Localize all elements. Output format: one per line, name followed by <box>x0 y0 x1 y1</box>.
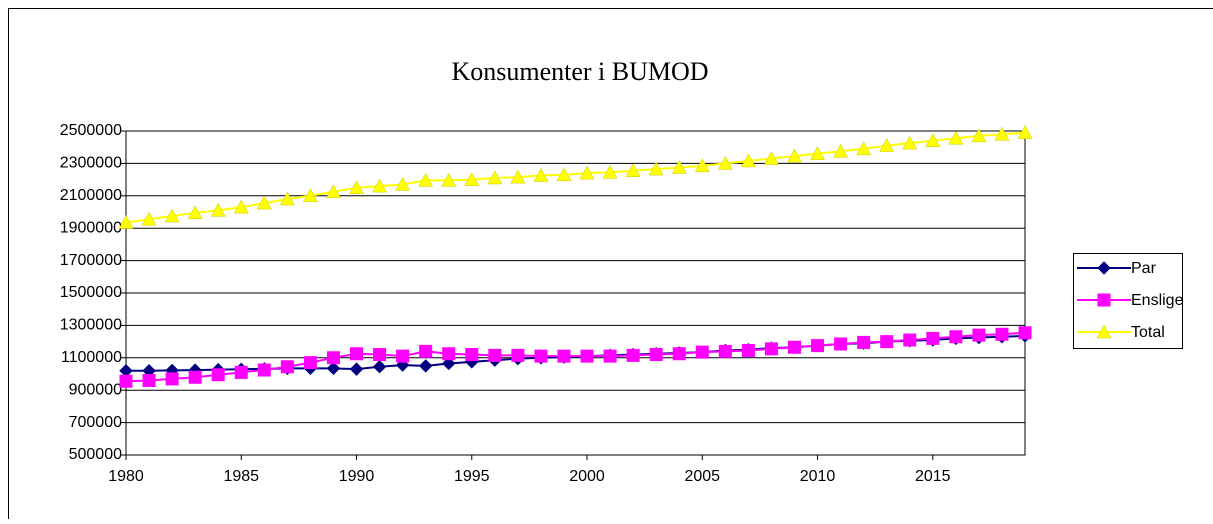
data-point <box>765 343 777 355</box>
data-point <box>904 334 916 346</box>
chart-title: Konsumenter i BUMOD <box>451 57 708 86</box>
data-point <box>143 374 155 386</box>
data-point <box>719 345 731 357</box>
data-point <box>1019 327 1031 339</box>
legend-marker <box>1098 294 1110 306</box>
x-tick-label: 1995 <box>454 468 490 485</box>
data-point <box>858 336 870 348</box>
data-point <box>351 348 363 360</box>
x-tick-label: 2010 <box>800 468 836 485</box>
data-point <box>281 361 293 373</box>
x-tick-label: 2015 <box>915 468 951 485</box>
data-point <box>351 363 363 375</box>
y-tick-label: 1900000 <box>60 219 122 236</box>
y-tick-label: 900000 <box>69 381 122 398</box>
data-point <box>235 366 247 378</box>
legend-label: Total <box>1131 324 1165 341</box>
data-point <box>535 350 547 362</box>
y-tick-label: 1500000 <box>60 284 122 301</box>
data-point <box>489 349 501 361</box>
y-tick-label: 1700000 <box>60 252 122 269</box>
data-point <box>696 346 708 358</box>
data-point <box>466 349 478 361</box>
data-point <box>512 349 524 361</box>
data-point <box>212 369 224 381</box>
data-point <box>835 338 847 350</box>
data-point <box>166 373 178 385</box>
data-point <box>374 349 386 361</box>
data-point <box>927 332 939 344</box>
x-tick-label: 1990 <box>339 468 375 485</box>
x-tick-label: 2000 <box>569 468 605 485</box>
data-point <box>258 364 270 376</box>
data-point <box>950 331 962 343</box>
data-point <box>627 349 639 361</box>
data-point <box>812 340 824 352</box>
x-tick-label: 1980 <box>108 468 144 485</box>
data-point <box>742 345 754 357</box>
y-tick-label: 1100000 <box>61 349 122 366</box>
data-point <box>397 350 409 362</box>
data-point <box>304 357 316 369</box>
data-point <box>374 361 386 373</box>
data-point <box>673 348 685 360</box>
x-tick-label: 1985 <box>223 468 259 485</box>
legend-label: Enslige <box>1131 292 1184 309</box>
y-tick-label: 2300000 <box>60 155 122 172</box>
data-point <box>558 350 570 362</box>
y-tick-label: 500000 <box>69 446 122 463</box>
data-point <box>443 348 455 360</box>
data-point <box>973 329 985 341</box>
data-point <box>120 375 132 387</box>
data-point <box>581 350 593 362</box>
y-tick-label: 700000 <box>69 414 122 431</box>
data-point <box>420 345 432 357</box>
y-tick-label: 2100000 <box>60 187 122 204</box>
y-tick-label: 1300000 <box>60 317 122 334</box>
data-point <box>881 336 893 348</box>
data-point <box>189 371 201 383</box>
data-point <box>996 328 1008 340</box>
y-tick-label: 2500000 <box>60 122 122 139</box>
data-point <box>650 349 662 361</box>
data-point <box>420 360 432 372</box>
data-point <box>604 350 616 362</box>
data-point <box>327 352 339 364</box>
x-tick-label: 2005 <box>684 468 720 485</box>
legend-label: Par <box>1131 260 1157 277</box>
data-point <box>788 341 800 353</box>
